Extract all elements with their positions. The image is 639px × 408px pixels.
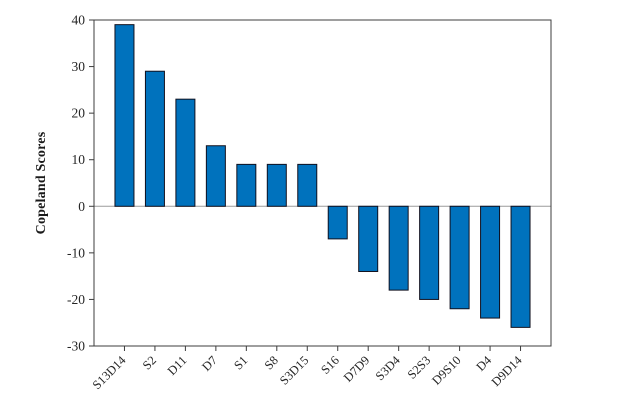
bar-D7D9 <box>358 205 379 272</box>
bar-D4 <box>480 205 501 319</box>
x-tick-label-D9D14: D9D14 <box>489 353 525 389</box>
x-tick-label-S1: S1 <box>231 353 250 372</box>
y-tick-label: 10 <box>72 152 86 167</box>
x-tick-label-D7D9: D7D9 <box>341 353 373 385</box>
bar-D9D14 <box>510 205 531 328</box>
bar-D9S10 <box>449 205 470 310</box>
x-tick-label-D9S10: D9S10 <box>429 353 463 387</box>
x-tick-label-S2: S2 <box>140 353 159 372</box>
x-tick-label-S3D15: S3D15 <box>277 353 311 387</box>
y-tick-label: -20 <box>67 292 85 307</box>
x-tick-label-S16: S16 <box>318 353 342 377</box>
y-tick-label: 30 <box>72 59 86 74</box>
plot-box <box>93 19 552 347</box>
x-tick-label-D11: D11 <box>165 353 190 378</box>
bar-S2 <box>144 70 165 207</box>
bar-S13D14 <box>114 24 135 207</box>
bar-S1 <box>236 163 257 207</box>
bar-S2S3 <box>419 205 440 300</box>
bar-S3D15 <box>297 163 318 207</box>
x-tick-label-D7: D7 <box>199 353 220 374</box>
bar-S3D4 <box>388 205 409 291</box>
x-tick-label-S8: S8 <box>262 353 281 372</box>
y-tick-label: 40 <box>72 13 86 28</box>
bar-D7 <box>205 145 226 207</box>
y-axis-label: Copeland Scores <box>34 131 49 235</box>
x-tick-label-S13D14: S13D14 <box>90 353 129 392</box>
x-tick-label-D4: D4 <box>473 353 494 374</box>
bar-S8 <box>266 163 287 207</box>
y-tick-label: -30 <box>67 339 85 354</box>
bar-S16 <box>327 205 348 240</box>
bar-D11 <box>175 98 196 207</box>
x-tick-label-S3D4: S3D4 <box>373 353 404 384</box>
y-tick-label: 0 <box>78 199 85 214</box>
y-tick-label: -10 <box>67 245 85 260</box>
y-tick-label: 20 <box>72 106 86 121</box>
